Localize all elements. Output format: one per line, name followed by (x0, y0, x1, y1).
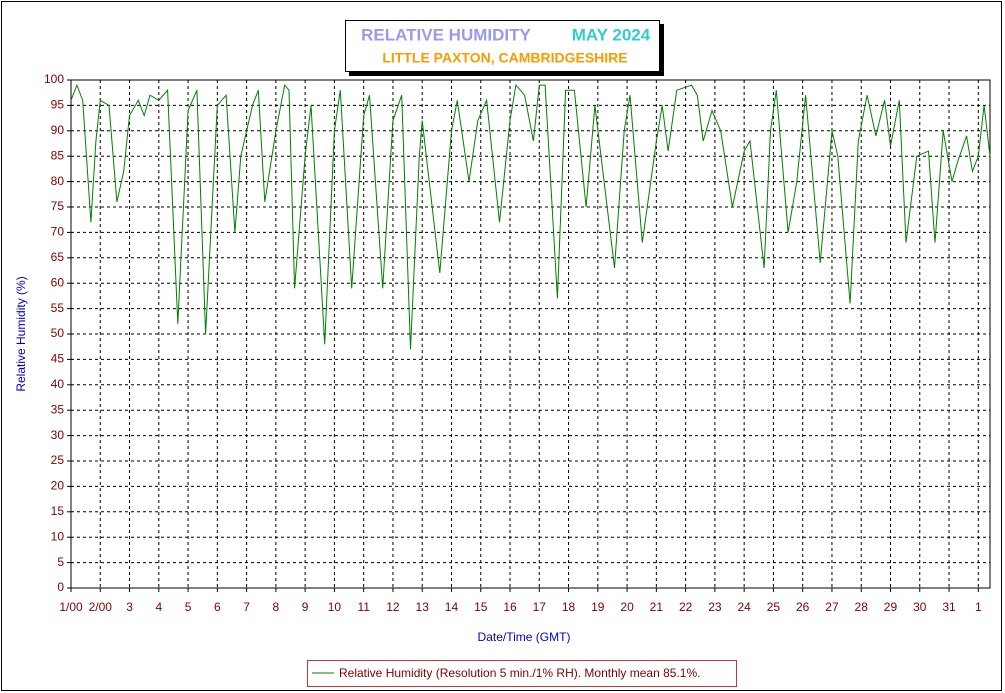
y-axis-label: Relative Humidity (%) (14, 276, 28, 391)
x-tick-label: 18 (562, 600, 576, 614)
y-tick-label: 30 (51, 428, 65, 442)
y-tick-label: 90 (51, 123, 65, 137)
x-tick-label: 24 (737, 600, 751, 614)
x-tick-label: 22 (679, 600, 693, 614)
x-tick-label: 1/00 (59, 600, 83, 614)
x-tick-label: 10 (328, 600, 342, 614)
x-tick-label: 8 (273, 600, 280, 614)
x-axis-label: Date/Time (GMT) (478, 630, 571, 644)
x-tick-label: 16 (503, 600, 517, 614)
y-tick-label: 25 (51, 453, 65, 467)
y-tick-label: 55 (51, 301, 65, 315)
title-box (345, 20, 660, 72)
chart-subtitle: LITTLE PAXTON, CAMBRIDGESHIRE (382, 50, 627, 66)
x-tick-label: 15 (474, 600, 488, 614)
x-tick-label: 26 (796, 600, 810, 614)
x-tick-label: 3 (126, 600, 133, 614)
x-tick-label: 12 (386, 600, 400, 614)
y-tick-label: 95 (51, 98, 65, 112)
y-tick-label: 60 (51, 275, 65, 289)
y-tick-label: 10 (51, 529, 65, 543)
y-tick-label: 85 (51, 148, 65, 162)
x-tick-label: 28 (855, 600, 869, 614)
y-tick-label: 0 (57, 580, 64, 594)
x-tick-label: 20 (620, 600, 634, 614)
y-tick-label: 65 (51, 250, 65, 264)
x-tick-label: 19 (591, 600, 605, 614)
y-tick-label: 50 (51, 326, 65, 340)
x-tick-label: 11 (357, 600, 370, 614)
y-tick-label: 45 (51, 352, 65, 366)
y-tick-label: 15 (51, 504, 65, 518)
x-tick-label: 17 (533, 600, 547, 614)
line-series (70, 83, 991, 350)
legend-box (307, 660, 737, 687)
plot-area (71, 80, 990, 588)
y-tick-label: 40 (51, 377, 65, 391)
x-tick-label: 31 (942, 600, 956, 614)
chart-title: RELATIVE HUMIDITY (361, 25, 531, 44)
y-tick-label: 80 (51, 174, 65, 188)
y-tick-label: 35 (51, 402, 65, 416)
y-tick-label: 5 (57, 555, 64, 569)
x-tick-label: 25 (767, 600, 781, 614)
x-tick-label: 23 (708, 600, 722, 614)
x-tick-label: 29 (884, 600, 898, 614)
x-tick-label: 4 (155, 600, 162, 614)
x-tick-label: 13 (416, 600, 430, 614)
x-tick-label: 27 (825, 600, 839, 614)
y-tick-label: 100 (44, 72, 64, 86)
plot-frame (70, 79, 991, 589)
x-tick-label: 5 (185, 600, 192, 614)
y-tick-label: 20 (51, 479, 65, 493)
x-tick-label: 2/00 (89, 600, 113, 614)
x-tick-label: 1 (975, 600, 982, 614)
x-tick-label: 6 (214, 600, 221, 614)
y-tick-label: 70 (51, 225, 65, 239)
x-tick-label: 21 (650, 600, 664, 614)
x-tick-label: 30 (913, 600, 927, 614)
x-tick-label: 14 (445, 600, 459, 614)
y-tick-label: 75 (51, 199, 65, 213)
x-tick-label: 9 (302, 600, 309, 614)
x-tick-label: 7 (243, 600, 250, 614)
legend-label: Relative Humidity (Resolution 5 min./1% … (339, 666, 700, 680)
chart-period: MAY 2024 (572, 25, 651, 44)
